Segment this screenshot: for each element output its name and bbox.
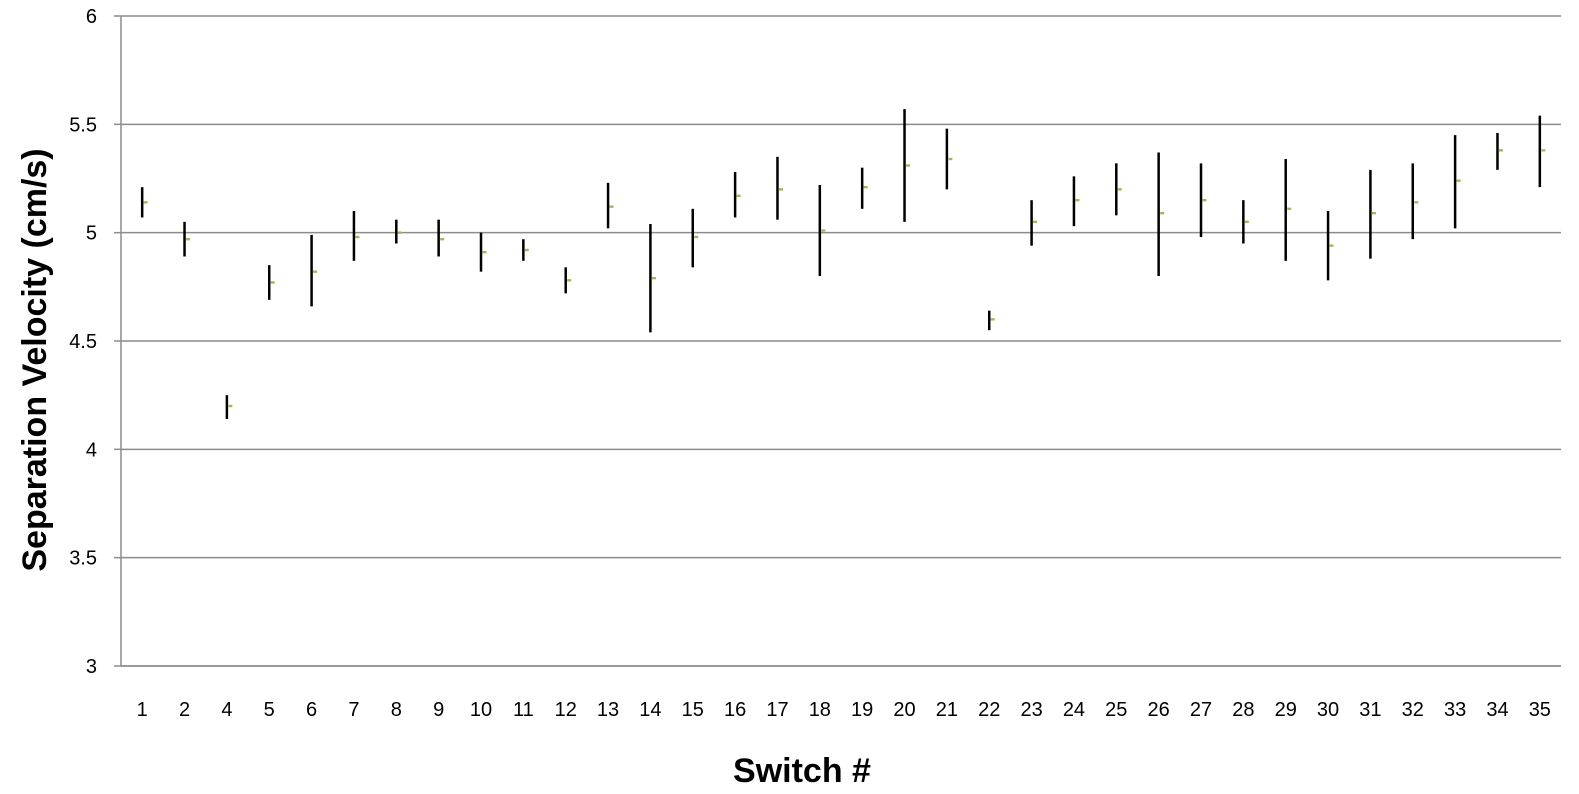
x-tick-label: 34 <box>1486 699 1508 721</box>
data-point <box>186 237 191 241</box>
x-tick-label: 18 <box>809 699 831 721</box>
data-point <box>440 237 445 241</box>
x-tick-label: 30 <box>1317 699 1339 721</box>
y-tick-label: 4 <box>86 439 97 461</box>
data-point <box>778 188 783 191</box>
x-tick-label: 27 <box>1190 699 1212 721</box>
data-point <box>948 157 953 161</box>
x-tick-label: 22 <box>978 699 1000 721</box>
x-tick-label: 10 <box>470 699 492 721</box>
data-point <box>270 281 275 284</box>
y-tick-label: 6 <box>86 6 97 28</box>
x-tick-label: 11 <box>513 699 534 721</box>
data-point <box>313 270 318 273</box>
x-tick-label: 2 <box>179 699 190 721</box>
y-tick-label: 4.5 <box>69 331 97 353</box>
data-point <box>355 235 360 239</box>
data-point <box>524 248 529 252</box>
x-tick-label: 20 <box>893 699 915 721</box>
data-point <box>567 279 572 282</box>
data-point <box>736 194 741 198</box>
data-point <box>990 318 995 321</box>
x-tick-label: 21 <box>936 699 958 721</box>
x-tick-label: 12 <box>555 699 577 721</box>
data-point <box>1541 149 1546 152</box>
x-tick-label: 5 <box>264 699 275 721</box>
x-tick-label: 16 <box>724 699 746 721</box>
x-tick-label: 4 <box>221 699 232 721</box>
data-point <box>609 205 614 208</box>
x-tick-label: 15 <box>682 699 704 721</box>
x-tick-label: 8 <box>391 699 402 721</box>
data-point <box>1329 244 1334 247</box>
x-tick-label: 17 <box>766 699 788 721</box>
y-tick-labels: 3 3.5 4 4.5 5 5.5 6 <box>69 6 97 678</box>
axes <box>114 15 1561 667</box>
data-point <box>1075 198 1080 202</box>
error-bars <box>140 109 1542 419</box>
data-point <box>143 201 148 204</box>
data-point <box>906 164 911 167</box>
data-point <box>694 235 699 239</box>
x-tick-label: 24 <box>1063 699 1085 721</box>
x-tick-label: 1 <box>137 699 148 721</box>
data-point <box>1244 220 1249 224</box>
data-point <box>1287 207 1292 211</box>
x-axis-title: Switch # <box>733 752 871 790</box>
data-point <box>397 231 402 234</box>
x-tick-label: 28 <box>1232 699 1254 721</box>
x-tick-label: 19 <box>851 699 873 721</box>
data-point <box>1371 211 1376 215</box>
data-point <box>1498 149 1503 152</box>
x-tick-label: 9 <box>433 699 444 721</box>
x-tick-label: 7 <box>348 699 359 721</box>
y-tick-label: 3 <box>86 656 97 678</box>
x-tick-label: 6 <box>306 699 317 721</box>
data-point <box>482 250 487 254</box>
y-tick-label: 5.5 <box>69 114 97 136</box>
data-point <box>863 185 868 189</box>
x-tick-label: 25 <box>1105 699 1127 721</box>
data-point <box>228 404 233 408</box>
x-tick-label: 23 <box>1020 699 1042 721</box>
x-tick-label: 33 <box>1444 699 1466 721</box>
x-tick-label: 32 <box>1402 699 1424 721</box>
y-tick-label: 5 <box>86 223 97 245</box>
y-tick-label: 3.5 <box>69 548 97 570</box>
data-point <box>821 229 826 232</box>
x-tick-label: 29 <box>1275 699 1297 721</box>
data-point <box>1202 198 1207 202</box>
data-point <box>1456 179 1461 182</box>
x-tick-label: 26 <box>1148 699 1170 721</box>
gridlines <box>121 15 1561 667</box>
x-tick-label: 14 <box>639 699 661 721</box>
data-point <box>1117 188 1122 191</box>
data-point <box>1160 211 1165 215</box>
x-tick-label: 13 <box>597 699 619 721</box>
data-points <box>143 149 1546 408</box>
data-point <box>651 276 656 280</box>
x-tick-label: 35 <box>1529 699 1551 721</box>
data-point <box>1414 201 1419 204</box>
x-tick-label: 31 <box>1359 699 1381 721</box>
y-axis-title: Separation Velocity (cm/s) <box>16 148 54 571</box>
data-point <box>1033 220 1038 224</box>
x-tick-labels: 1 2 4 5 6 7 8 9 10 11 12 13 14 15 16 17 18 19 20 21 22 23 24 25… <box>137 699 1551 721</box>
